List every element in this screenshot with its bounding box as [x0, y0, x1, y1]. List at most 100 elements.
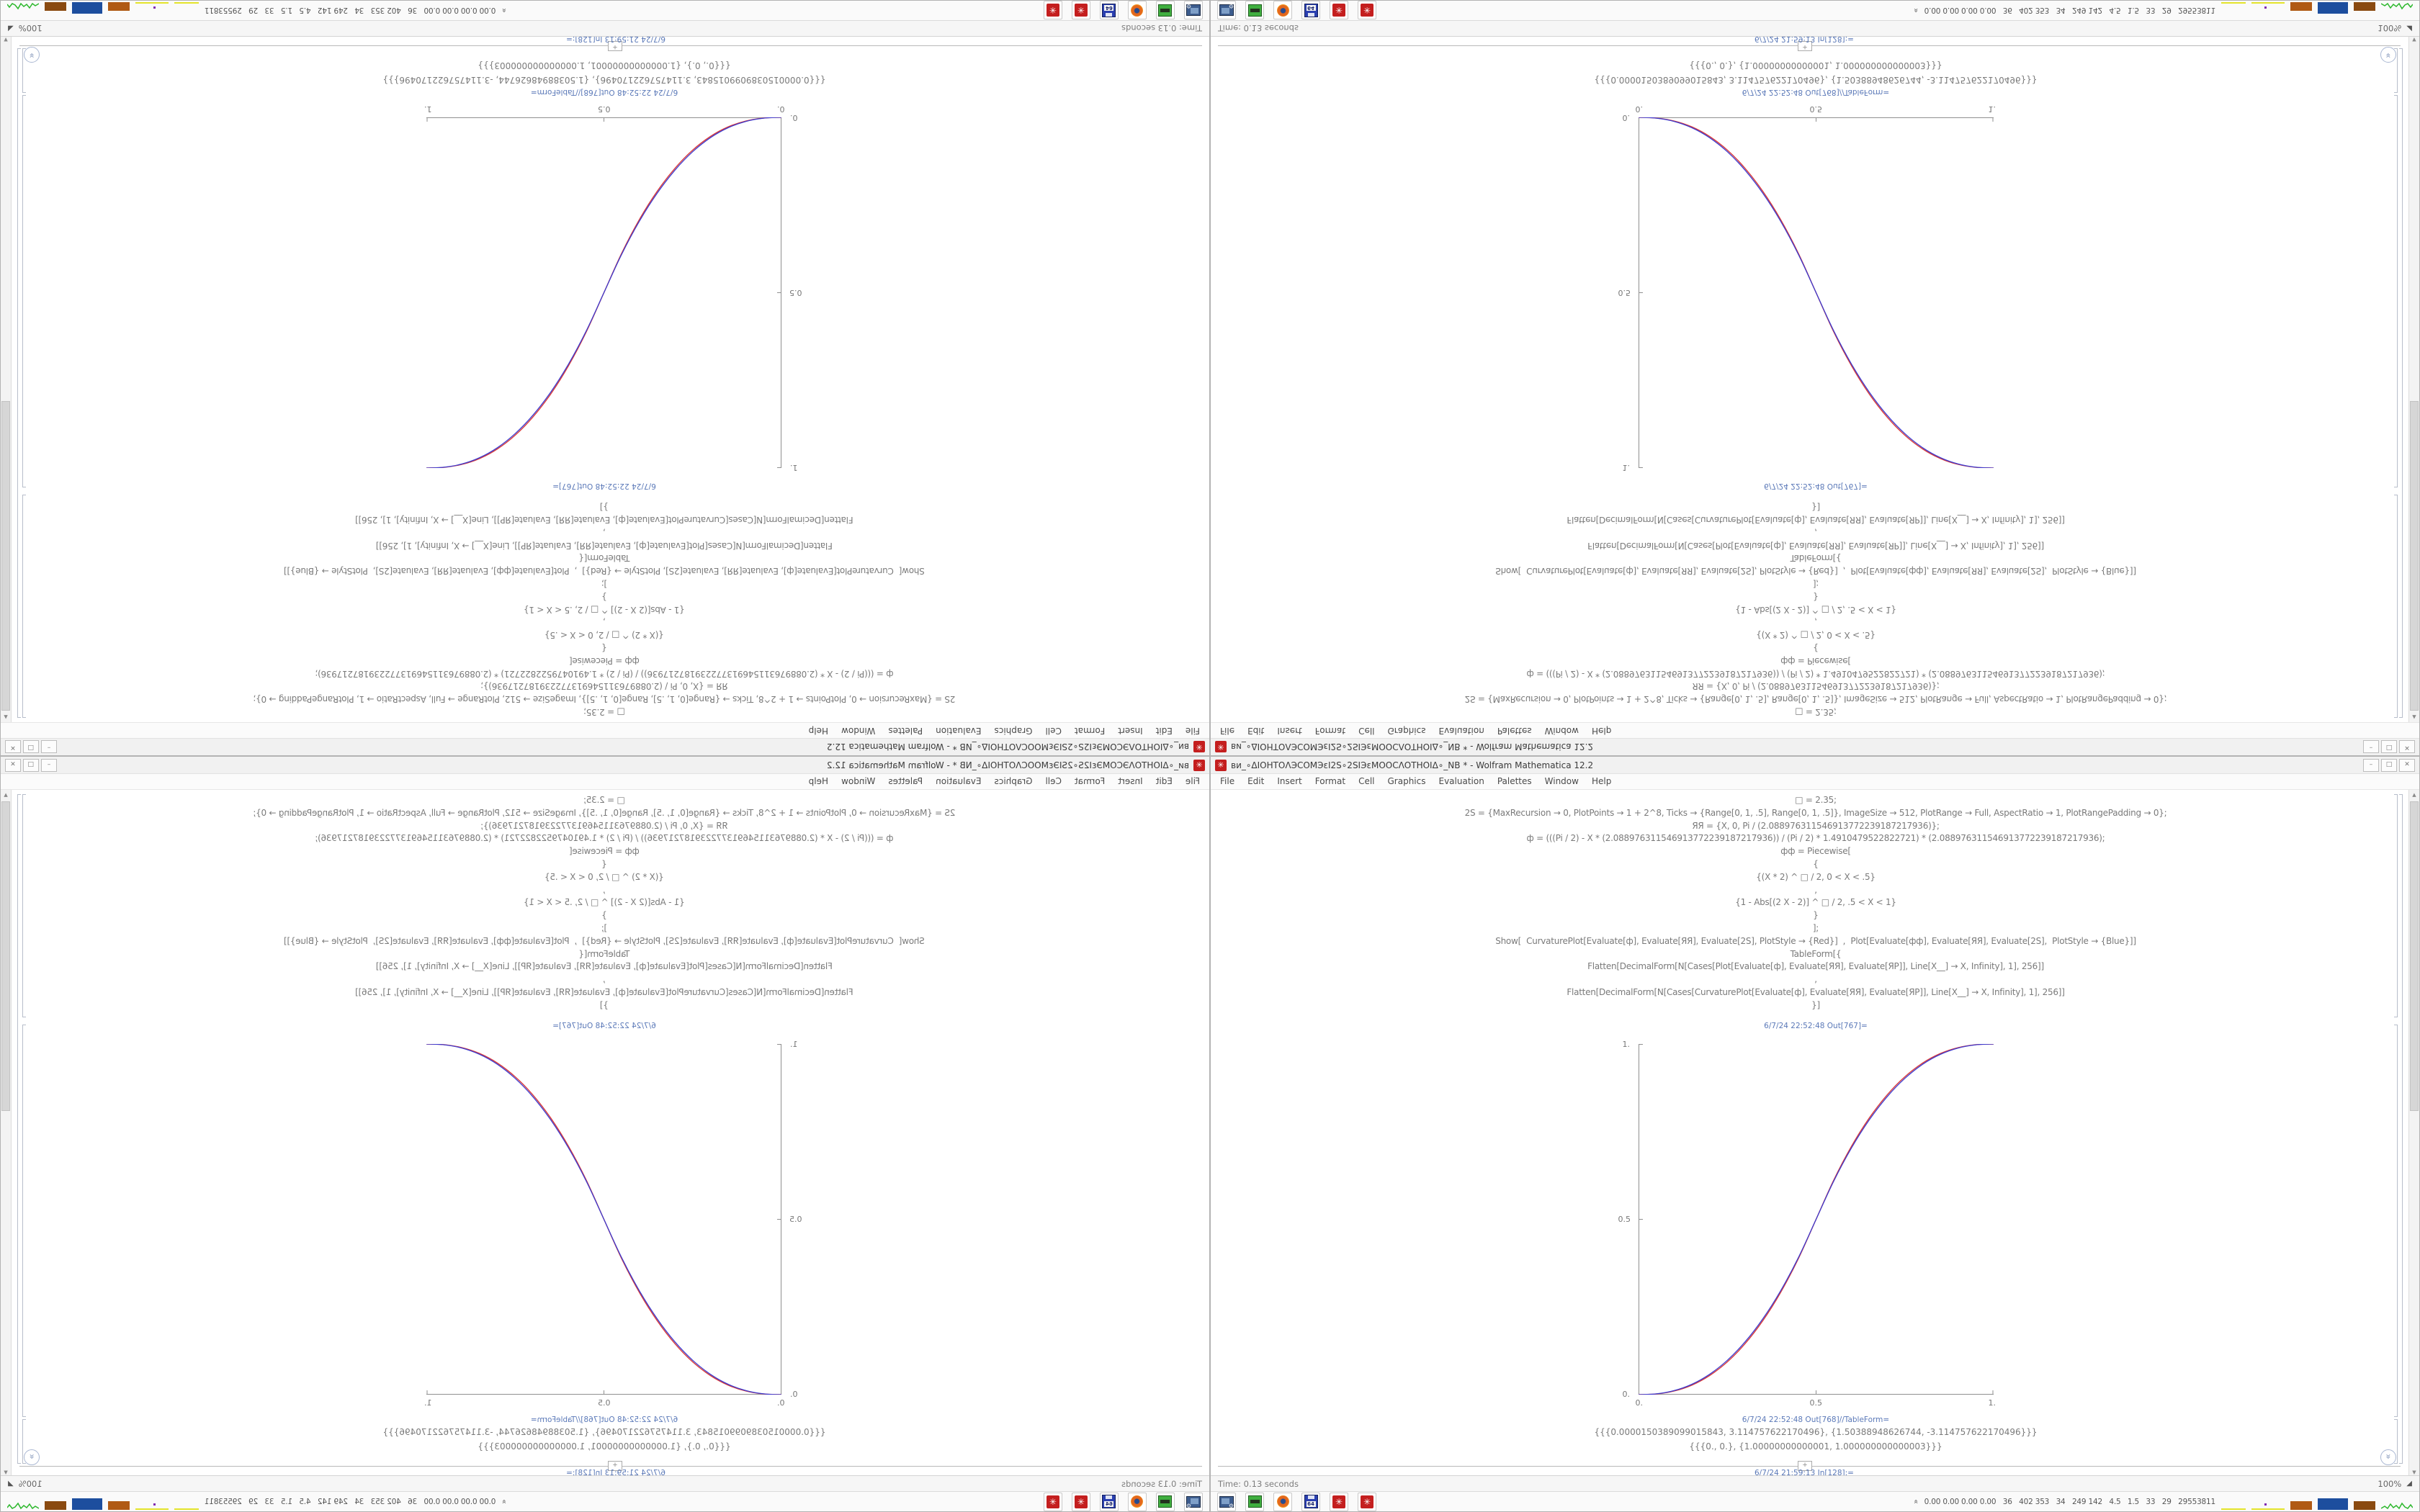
taskbar-firefox-button[interactable]	[1273, 1, 1292, 20]
minimize-button[interactable]: –	[2363, 740, 2379, 754]
menu-evaluation[interactable]: Evaluation	[936, 776, 982, 786]
notebook-area[interactable]: □ = 2.35; 2S = {MaxRecursion → 0, PlotPo…	[1211, 790, 2419, 1478]
input-code-line[interactable]: ,	[1814, 617, 1817, 628]
zoom-control-icon[interactable]: ◢	[8, 24, 14, 32]
close-button[interactable]: ✕	[5, 740, 21, 754]
input-code-line[interactable]: ЯЯ = {X, 0, Pi / (2.08897631154691377223…	[1692, 681, 1940, 692]
taskbar-mathematica-button[interactable]: ✳	[1330, 1, 1348, 20]
taskbar-screenshot-tool-button[interactable]	[1156, 1, 1175, 20]
menu-graphics[interactable]: Graphics	[994, 776, 1033, 786]
input-code-line[interactable]: Flatten[DecimalForm[N[Cases[CurvaturePlo…	[355, 986, 853, 997]
input-code-line[interactable]: Flatten[DecimalForm[N[Cases[Plot[Evaluat…	[1587, 961, 2044, 972]
scrollbar-up-arrow-icon[interactable]: ▲	[2412, 792, 2416, 798]
input-code-line[interactable]: Flatten[DecimalForm[N[Cases[CurvaturePlo…	[355, 515, 853, 526]
taskbar-system-monitor-button[interactable]	[1217, 1492, 1236, 1511]
taskbar-mathematica-button[interactable]: ✳	[1330, 1492, 1348, 1511]
vertical-scrollbar[interactable]: ▲ ▼	[2408, 34, 2419, 722]
maximize-button[interactable]: □	[23, 758, 39, 772]
taskbar-firefox-button[interactable]	[1273, 1492, 1292, 1511]
scrollbar-thumb[interactable]	[1, 401, 10, 711]
input-code-line[interactable]: }]	[1811, 999, 1820, 1010]
input-code-line[interactable]: ф = (((Pi / 2) - X * (2.0889763115469137…	[315, 833, 894, 844]
minimize-button[interactable]: –	[2363, 758, 2379, 772]
input-code-line[interactable]: 2S = {MaxRecursion → 0, PlotPoints → 1 +…	[1464, 694, 2167, 705]
input-code-line[interactable]: {(X * 2) ^ □ / 2, 0 < X < .5}	[1756, 871, 1876, 882]
taskbar-firefox-button[interactable]	[1128, 1492, 1147, 1511]
input-code-line[interactable]: {1 - Abs[(2 X - 2)] ^ □ / 2, .5 < X < 1}	[524, 897, 685, 908]
input-code-line[interactable]: }	[1813, 591, 1819, 602]
menu-help[interactable]: Help	[808, 776, 829, 786]
scrollbar-up-arrow-icon[interactable]: ▲	[4, 714, 8, 720]
title-bar[interactable]: ✳ ви_∘ΔIOHTOΛЭCOMЭεI2S∘2SIЭεMOOCΛOTHOIΔ∘…	[1, 738, 1209, 755]
menu-help[interactable]: Help	[808, 726, 829, 736]
menu-graphics[interactable]: Graphics	[1387, 726, 1426, 736]
notebook-area[interactable]: □ = 2.35; 2S = {MaxRecursion → 0, PlotPo…	[1211, 34, 2419, 722]
scrollbar-up-arrow-icon[interactable]: ▲	[2412, 714, 2416, 720]
cell-bracket-out-plot[interactable]	[2394, 95, 2398, 487]
taskbar-screenshot-tool-button[interactable]	[1245, 1492, 1264, 1511]
menu-cell[interactable]: Cell	[1045, 776, 1062, 786]
input-code-line[interactable]: }]	[600, 999, 609, 1010]
menu-insert[interactable]: Insert	[1277, 776, 1302, 786]
notebook-area[interactable]: □ = 2.35; 2S = {MaxRecursion → 0, PlotPo…	[1, 34, 1209, 722]
menu-format[interactable]: Format	[1074, 776, 1106, 786]
title-bar[interactable]: ✳ ви_∘ΔIOHTOΛЭCOMЭεI2S∘2SIЭεMOOCΛOTHOIΔ∘…	[1211, 757, 2419, 774]
input-code-line[interactable]: ,	[603, 974, 606, 985]
zoom-level[interactable]: 100%	[2378, 23, 2402, 34]
taskbar-screenshot-tool-button[interactable]	[1156, 1492, 1175, 1511]
scrollbar-thumb[interactable]	[2410, 401, 2419, 711]
menu-edit[interactable]: Edit	[1155, 776, 1173, 786]
input-code-line[interactable]: {1 - Abs[(2 X - 2)] ^ □ / 2, .5 < X < 1}	[1735, 604, 1896, 615]
minimize-button[interactable]: –	[41, 758, 57, 772]
taskbar-system-monitor-button[interactable]	[1217, 1, 1236, 20]
taskbar-system-monitor-button[interactable]	[1184, 1, 1203, 20]
maximize-button[interactable]: □	[23, 740, 39, 754]
input-code-line[interactable]: ф = (((Pi / 2) - X * (2.0889763115469137…	[1526, 833, 2105, 844]
taskbar-mathematica-button[interactable]: ✳	[1072, 1492, 1090, 1511]
scrollbar-thumb[interactable]	[1, 801, 10, 1111]
menu-window[interactable]: Window	[841, 776, 876, 786]
close-button[interactable]: ✕	[2399, 740, 2415, 754]
scroll-to-bottom-button[interactable]: «	[24, 1449, 40, 1465]
input-code-line[interactable]: фф = Piecewise[	[1780, 846, 1851, 857]
menu-edit[interactable]: Edit	[1247, 726, 1265, 736]
input-code-line[interactable]: □ = 2.35;	[1795, 795, 1837, 805]
input-code-line[interactable]: 2S = {MaxRecursion → 0, PlotPoints → 1 +…	[253, 807, 956, 818]
notebook-area[interactable]: □ = 2.35; 2S = {MaxRecursion → 0, PlotPo…	[1, 790, 1209, 1478]
input-code-line[interactable]: Show[ CurvaturePlot[Evaluate[ф], Evaluat…	[1495, 935, 2136, 946]
menu-edit[interactable]: Edit	[1247, 776, 1265, 786]
input-code-line[interactable]: фф = Piecewise[	[1780, 655, 1851, 666]
menu-format[interactable]: Format	[1074, 726, 1106, 736]
input-code-line[interactable]: 2S = {MaxRecursion → 0, PlotPoints → 1 +…	[253, 694, 956, 705]
input-code-line[interactable]: TableForm[{	[1790, 948, 1842, 959]
input-code-line[interactable]: Flatten[DecimalForm[N[Cases[CurvaturePlo…	[1567, 515, 2065, 526]
input-code-line[interactable]: ЯЯ = {X, 0, Pi / (2.08897631154691377223…	[480, 681, 728, 692]
scroll-to-bottom-button[interactable]: «	[24, 47, 40, 63]
taskbar-mathematica-button[interactable]: ✳	[1072, 1, 1090, 20]
input-code-line[interactable]: }	[1813, 910, 1819, 921]
input-code-line[interactable]: Flatten[DecimalForm[N[Cases[Plot[Evaluat…	[376, 540, 833, 551]
taskbar-system-monitor-button[interactable]	[1184, 1492, 1203, 1511]
cell-bracket-group[interactable]	[2399, 48, 2403, 718]
cell-bracket-out-plot[interactable]	[2394, 1025, 2398, 1417]
menu-format[interactable]: Format	[1314, 776, 1346, 786]
zoom-control-icon[interactable]: ◢	[8, 1480, 14, 1488]
taskbar-mathematica-button[interactable]: ✳	[1044, 1, 1062, 20]
zoom-level[interactable]: 100%	[18, 23, 42, 34]
maximize-button[interactable]: □	[2381, 740, 2397, 754]
menu-insert[interactable]: Insert	[1118, 776, 1143, 786]
menu-help[interactable]: Help	[1591, 776, 1612, 786]
input-code-line[interactable]: ];	[1812, 922, 1819, 933]
input-code-line[interactable]: {	[601, 858, 607, 869]
input-code-line[interactable]: ЯЯ = {X, 0, Pi / (2.08897631154691377223…	[1692, 820, 1940, 831]
input-code-line[interactable]: ,	[1814, 527, 1817, 538]
menu-evaluation[interactable]: Evaluation	[936, 726, 982, 736]
input-code-line[interactable]: {(X * 2) ^ □ / 2, 0 < X < .5}	[1756, 630, 1876, 641]
chevron-up-icon[interactable]: «	[1911, 8, 1921, 13]
menu-format[interactable]: Format	[1314, 726, 1346, 736]
minimize-button[interactable]: –	[41, 740, 57, 754]
input-code-line[interactable]: {1 - Abs[(2 X - 2)] ^ □ / 2, .5 < X < 1}	[524, 604, 685, 615]
title-bar[interactable]: ✳ ви_∘ΔIOHTOΛЭCOMЭεI2S∘2SIЭεMOOCΛOTHOIΔ∘…	[1211, 738, 2419, 755]
input-code-line[interactable]: □ = 2.35;	[583, 795, 625, 805]
menu-palettes[interactable]: Palettes	[1497, 776, 1532, 786]
